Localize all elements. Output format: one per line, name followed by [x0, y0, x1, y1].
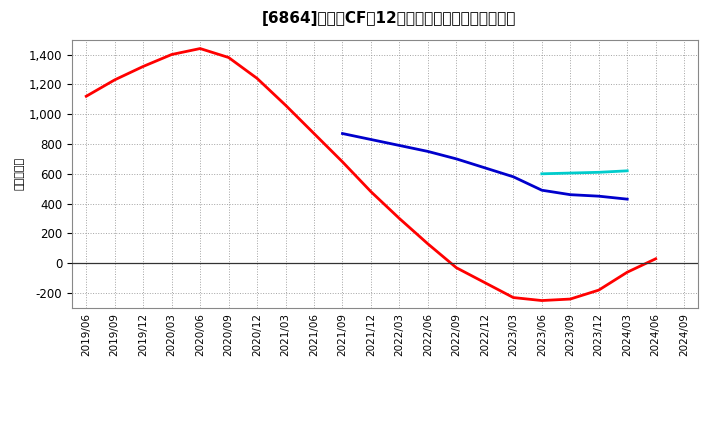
Text: [6864]　営業CFの12か月移動合計の平均値の推移: [6864] 営業CFの12か月移動合計の平均値の推移 — [261, 11, 516, 26]
Legend: 3年, 5年, 7年, 10年: 3年, 5年, 7年, 10年 — [206, 433, 564, 440]
Y-axis label: （百万円）: （百万円） — [14, 157, 24, 191]
